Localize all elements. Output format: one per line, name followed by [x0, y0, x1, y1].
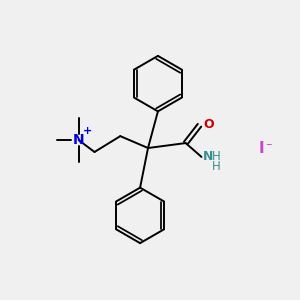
- Text: I: I: [258, 140, 264, 155]
- Text: H: H: [212, 160, 220, 173]
- Text: N: N: [73, 133, 85, 147]
- Text: O: O: [203, 118, 214, 131]
- Text: N: N: [202, 150, 213, 164]
- Text: +: +: [83, 126, 92, 136]
- Text: H: H: [212, 150, 220, 164]
- Text: ⁻: ⁻: [266, 142, 272, 154]
